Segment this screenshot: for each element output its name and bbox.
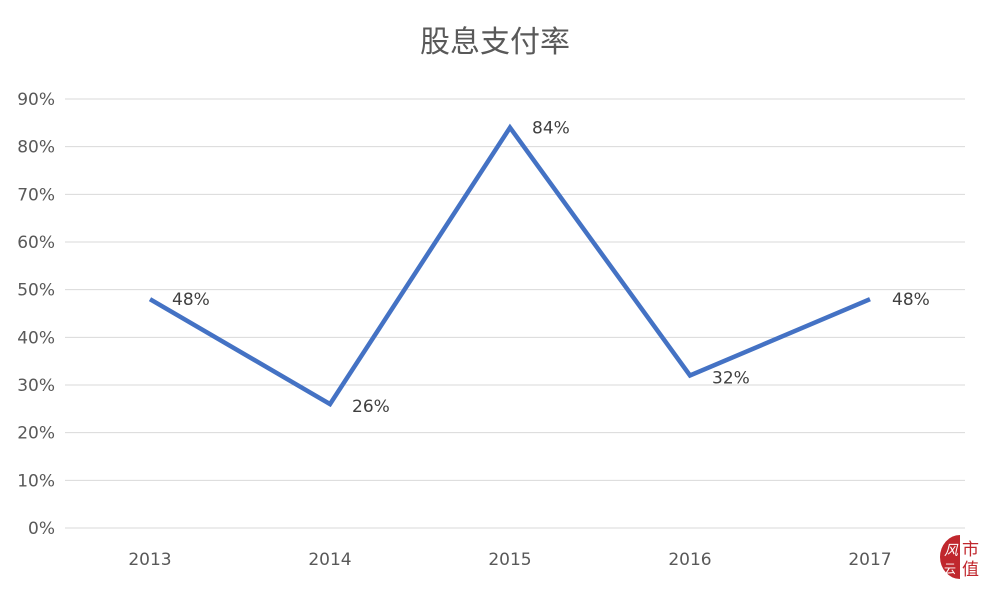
- data-label: 84%: [532, 119, 570, 139]
- x-tick-label: 2016: [668, 550, 711, 570]
- x-tick-label: 2013: [128, 550, 171, 570]
- x-axis-ticks: 2013 2014 2015 2016 2017: [128, 550, 891, 570]
- y-tick-label: 40%: [17, 328, 55, 348]
- svg-text:市: 市: [962, 540, 979, 560]
- y-tick-label: 60%: [17, 233, 55, 253]
- svg-text:云: 云: [944, 562, 956, 576]
- data-label: 48%: [892, 290, 930, 310]
- x-tick-label: 2014: [308, 550, 351, 570]
- data-labels: 48% 26% 84% 32% 48%: [149, 119, 930, 417]
- svg-text:风: 风: [944, 543, 959, 559]
- y-tick-label: 30%: [17, 376, 55, 396]
- series-line: [148, 123, 871, 408]
- svg-text:值: 值: [962, 560, 979, 580]
- y-tick-label: 10%: [17, 471, 55, 491]
- chart-title: 股息支付率: [420, 25, 570, 60]
- gridlines: [65, 98, 965, 529]
- y-tick-label: 80%: [17, 138, 55, 158]
- y-tick-label: 50%: [17, 281, 55, 301]
- y-tick-label: 70%: [17, 185, 55, 205]
- y-tick-label: 20%: [17, 424, 55, 444]
- data-label: 32%: [712, 368, 750, 388]
- y-tick-label: 0%: [28, 519, 55, 539]
- x-tick-label: 2015: [488, 550, 531, 570]
- data-label: 48%: [172, 290, 210, 310]
- x-tick-label: 2017: [848, 550, 891, 570]
- y-axis-ticks: 0% 10% 20% 30% 40% 50% 60% 70% 80% 90%: [17, 90, 55, 539]
- logo: 风 云 市 值: [940, 535, 979, 580]
- data-label: 26%: [352, 397, 390, 417]
- y-tick-label: 90%: [17, 90, 55, 110]
